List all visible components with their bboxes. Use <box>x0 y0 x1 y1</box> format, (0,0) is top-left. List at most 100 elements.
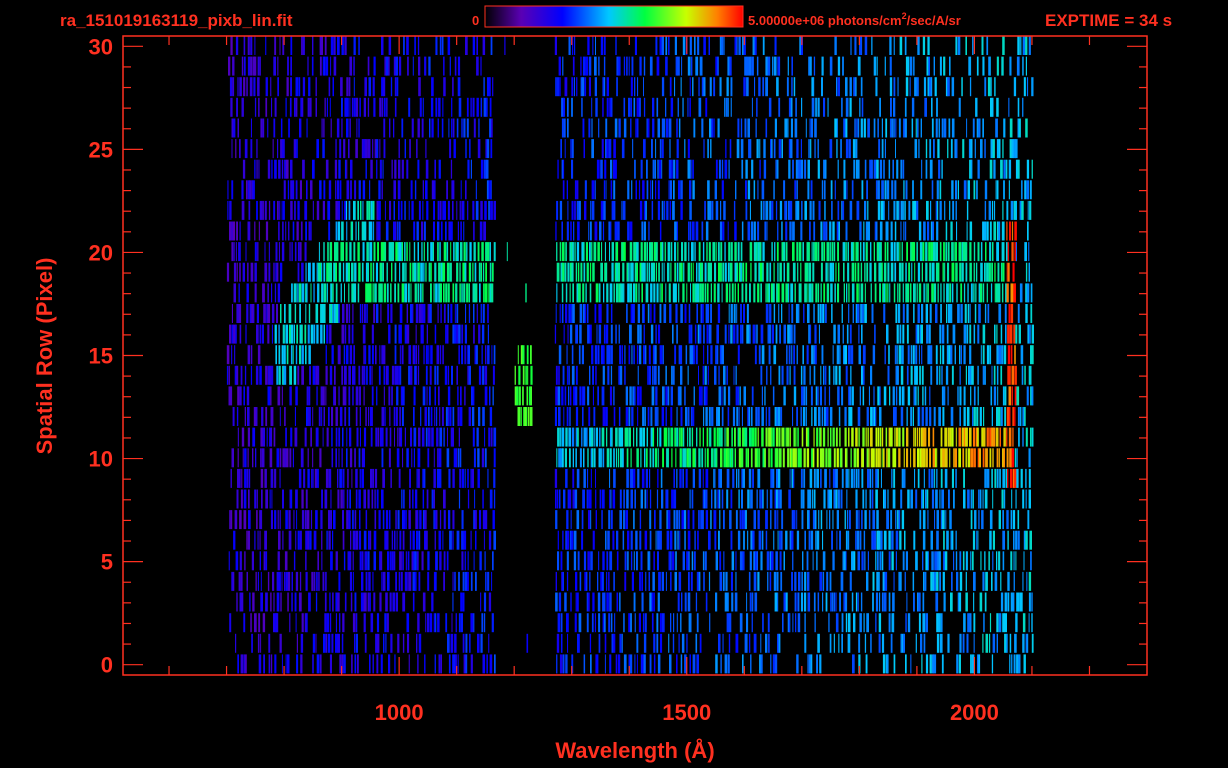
heatmap-cell <box>804 200 807 220</box>
heatmap-cell <box>671 489 674 509</box>
heatmap-cell <box>330 36 334 55</box>
heatmap-cell <box>678 283 680 303</box>
heatmap-cell <box>935 345 938 365</box>
heatmap-cell <box>969 304 971 323</box>
heatmap-cell <box>486 654 488 674</box>
heatmap-cell <box>642 613 644 633</box>
heatmap-cell <box>339 468 341 488</box>
heatmap-cell <box>743 304 745 323</box>
heatmap-cell <box>862 345 866 365</box>
heatmap-cell <box>427 304 430 323</box>
heatmap-cell <box>972 654 975 674</box>
heatmap-cell <box>813 77 815 97</box>
heatmap-cell <box>935 242 938 262</box>
heatmap-cell <box>899 200 901 220</box>
heatmap-cell <box>420 407 422 426</box>
heatmap-cell <box>306 283 308 303</box>
heatmap-cell <box>900 221 902 241</box>
heatmap-cell <box>1021 365 1024 385</box>
heatmap-cell <box>999 427 1001 447</box>
heatmap-cell <box>609 551 613 571</box>
heatmap-cell <box>927 36 930 55</box>
heatmap-cell <box>750 654 752 674</box>
heatmap-cell <box>901 345 904 365</box>
heatmap-cell <box>1003 427 1006 447</box>
heatmap-cell <box>644 345 647 365</box>
heatmap-cell <box>994 571 998 591</box>
heatmap-cell <box>395 242 398 262</box>
heatmap-cell <box>714 530 717 550</box>
heatmap-cell <box>250 365 253 385</box>
heatmap-cell <box>282 139 285 159</box>
heatmap-cell <box>665 407 667 426</box>
heatmap-cell <box>937 139 940 159</box>
heatmap-cell <box>573 551 577 571</box>
heatmap-cell <box>639 571 641 591</box>
heatmap-cell <box>243 510 247 530</box>
heatmap-cell <box>898 386 902 406</box>
heatmap-cell <box>958 427 961 447</box>
heatmap-cell <box>654 159 656 179</box>
heatmap-cell <box>941 386 944 406</box>
heatmap-cell <box>304 200 308 220</box>
heatmap-cell <box>290 36 293 55</box>
heatmap-cell <box>914 427 916 447</box>
heatmap-cell <box>240 592 244 612</box>
heatmap-cell <box>1017 592 1020 612</box>
heatmap-cell <box>973 448 976 468</box>
heatmap-cell <box>851 592 854 612</box>
heatmap-cell <box>305 221 307 241</box>
heatmap-cell <box>453 180 455 200</box>
heatmap-cell <box>900 489 903 509</box>
heatmap-cell <box>458 571 460 591</box>
heatmap-cell <box>681 242 684 262</box>
heatmap-cell <box>748 571 751 591</box>
heatmap-cell <box>706 283 709 303</box>
heatmap-cell <box>414 283 417 303</box>
heatmap-cell <box>784 427 786 447</box>
heatmap-cell <box>458 489 461 509</box>
heatmap-cell <box>563 324 565 344</box>
heatmap-cell <box>529 386 532 406</box>
heatmap-cell <box>606 283 609 303</box>
heatmap-cell <box>913 56 915 76</box>
heatmap-cell <box>571 365 575 385</box>
heatmap-cell <box>573 77 575 97</box>
heatmap-cell <box>733 304 736 323</box>
heatmap-cell <box>820 510 823 530</box>
heatmap-cell <box>941 159 943 179</box>
heatmap-cell <box>661 159 663 179</box>
heatmap-cell <box>1003 489 1006 509</box>
heatmap-cell <box>624 551 627 571</box>
heatmap-cell <box>858 510 860 530</box>
heatmap-cell <box>443 242 447 262</box>
heatmap-cell <box>454 324 457 344</box>
heatmap-cell <box>454 304 456 323</box>
colorbar-min-label: 0 <box>472 13 479 28</box>
heatmap-cell <box>835 489 838 509</box>
heatmap-cell <box>848 407 851 426</box>
heatmap-cell <box>666 118 669 138</box>
heatmap-cell <box>800 36 803 55</box>
heatmap-cell <box>277 386 281 406</box>
heatmap-cell <box>585 242 588 262</box>
heatmap-cell <box>590 448 593 468</box>
heatmap-cell <box>926 200 929 220</box>
heatmap-cell <box>427 551 430 571</box>
heatmap-cell <box>472 200 475 220</box>
heatmap-cell <box>633 551 635 571</box>
heatmap-cell <box>748 56 751 76</box>
heatmap-cell <box>432 242 434 262</box>
heatmap-cell <box>600 345 604 365</box>
heatmap-cell <box>855 489 858 509</box>
heatmap-cell <box>700 304 703 323</box>
heatmap-cell <box>834 118 838 138</box>
heatmap-cell <box>879 262 883 282</box>
heatmap-cell <box>559 77 561 97</box>
heatmap-cell <box>566 530 570 550</box>
heatmap-cell <box>422 97 424 117</box>
heatmap-cell <box>357 283 360 303</box>
heatmap-cell <box>656 97 659 117</box>
heatmap-cell <box>1028 468 1031 488</box>
heatmap-cell <box>367 592 370 612</box>
